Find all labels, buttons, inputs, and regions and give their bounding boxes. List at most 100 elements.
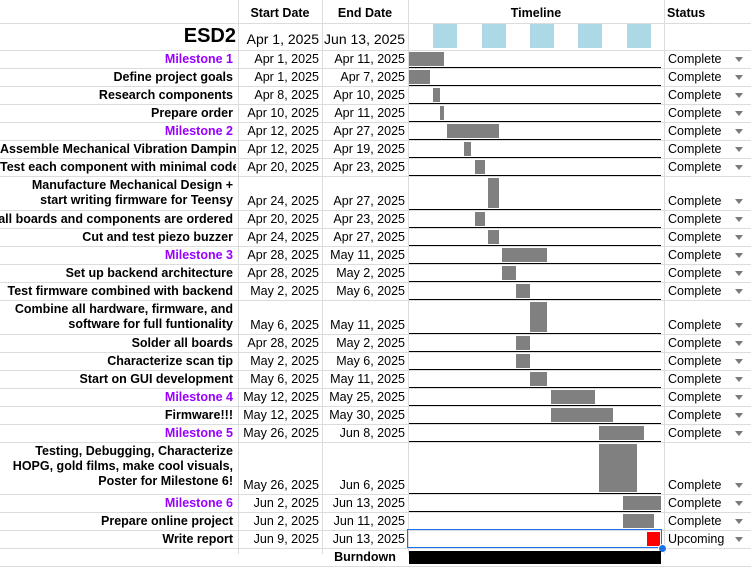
chevron-down-icon[interactable]	[735, 289, 743, 294]
status-dropdown[interactable]: Complete	[665, 336, 751, 350]
status-dropdown[interactable]: Complete	[665, 408, 751, 422]
chevron-down-icon[interactable]	[735, 111, 743, 116]
task-start-date[interactable]: Apr 12, 2025	[247, 124, 319, 138]
status-dropdown[interactable]: Complete	[665, 426, 751, 440]
chevron-down-icon[interactable]	[735, 271, 743, 276]
chevron-down-icon[interactable]	[735, 253, 743, 258]
task-end-date[interactable]: May 11, 2025	[330, 248, 405, 262]
status-dropdown[interactable]: Complete	[665, 212, 751, 226]
task-start-date[interactable]: Apr 1, 2025	[254, 52, 319, 66]
status-dropdown[interactable]: Complete	[665, 354, 751, 368]
task-start-date[interactable]: May 12, 2025	[243, 408, 319, 422]
task-start-date[interactable]: May 6, 2025	[250, 372, 319, 386]
chevron-down-icon[interactable]	[735, 75, 743, 80]
status-dropdown[interactable]: Complete	[665, 478, 751, 492]
status-dropdown[interactable]: Complete	[665, 124, 751, 138]
task-end-date[interactable]: Apr 27, 2025	[333, 124, 405, 138]
task-start-date[interactable]: Apr 28, 2025	[247, 266, 319, 280]
task-end-date[interactable]: May 25, 2025	[329, 390, 405, 404]
status-dropdown[interactable]: Complete	[665, 248, 751, 262]
task-start-date[interactable]: Apr 24, 2025	[247, 230, 319, 244]
task-end-date[interactable]: Apr 10, 2025	[333, 88, 405, 102]
task-end-date[interactable]: Jun 6, 2025	[339, 478, 405, 492]
chevron-down-icon[interactable]	[735, 431, 743, 436]
task-end-date[interactable]: May 2, 2025	[336, 266, 405, 280]
task-end-date[interactable]: Apr 19, 2025	[333, 142, 405, 156]
chevron-down-icon[interactable]	[735, 359, 743, 364]
task-start-date[interactable]: Apr 1, 2025	[254, 70, 319, 84]
selection-handle[interactable]	[658, 544, 667, 553]
task-start-date[interactable]: Apr 12, 2025	[247, 142, 319, 156]
task-end-date[interactable]: Jun 8, 2025	[339, 426, 405, 440]
task-start-date[interactable]: Jun 2, 2025	[253, 496, 319, 510]
chevron-down-icon[interactable]	[735, 413, 743, 418]
chevron-down-icon[interactable]	[735, 519, 743, 524]
task-start-date[interactable]: May 6, 2025	[250, 318, 319, 332]
task-start-date[interactable]: Apr 28, 2025	[247, 336, 319, 350]
task-start-date[interactable]: May 2, 2025	[250, 284, 319, 298]
chevron-down-icon[interactable]	[735, 165, 743, 170]
task-start-date[interactable]: Apr 24, 2025	[247, 194, 319, 208]
task-start-date[interactable]: Jun 9, 2025	[253, 532, 319, 546]
task-end-date[interactable]: May 30, 2025	[329, 408, 405, 422]
task-start-date[interactable]: Apr 20, 2025	[247, 212, 319, 226]
task-end-date[interactable]: Apr 11, 2025	[334, 52, 405, 66]
chevron-down-icon[interactable]	[735, 235, 743, 240]
project-end-date[interactable]: Jun 13, 2025	[324, 31, 405, 47]
chevron-down-icon[interactable]	[735, 341, 743, 346]
status-dropdown[interactable]: Complete	[665, 52, 751, 66]
chevron-down-icon[interactable]	[735, 483, 743, 488]
task-end-date[interactable]: Apr 11, 2025	[334, 106, 405, 120]
status-dropdown[interactable]: Complete	[665, 266, 751, 280]
status-dropdown[interactable]: Complete	[665, 142, 751, 156]
task-end-date[interactable]: Apr 23, 2025	[333, 160, 405, 174]
task-end-date[interactable]: May 6, 2025	[336, 284, 405, 298]
status-dropdown[interactable]: Complete	[665, 160, 751, 174]
status-dropdown[interactable]: Complete	[665, 194, 751, 208]
task-end-date[interactable]: Apr 27, 2025	[333, 230, 405, 244]
task-end-date[interactable]: Jun 13, 2025	[332, 496, 405, 510]
chevron-down-icon[interactable]	[735, 129, 743, 134]
status-dropdown[interactable]: Complete	[665, 70, 751, 84]
task-start-date[interactable]: Apr 10, 2025	[247, 106, 319, 120]
status-dropdown[interactable]: Complete	[665, 106, 751, 120]
chevron-down-icon[interactable]	[735, 93, 743, 98]
task-start-date[interactable]: Apr 8, 2025	[254, 88, 319, 102]
task-end-date[interactable]: Jun 11, 2025	[333, 514, 405, 528]
task-start-date[interactable]: May 26, 2025	[243, 478, 319, 492]
chevron-down-icon[interactable]	[735, 537, 743, 542]
chevron-down-icon[interactable]	[735, 217, 743, 222]
status-dropdown[interactable]: Complete	[665, 284, 751, 298]
task-end-date[interactable]: Jun 13, 2025	[332, 532, 405, 546]
task-start-date[interactable]: Apr 28, 2025	[247, 248, 319, 262]
task-start-date[interactable]: May 26, 2025	[243, 426, 319, 440]
task-end-date[interactable]: May 11, 2025	[330, 372, 405, 386]
status-dropdown[interactable]: Upcoming	[665, 532, 751, 546]
status-dropdown[interactable]: Complete	[665, 514, 751, 528]
status-dropdown[interactable]: Complete	[665, 372, 751, 386]
chevron-down-icon[interactable]	[735, 377, 743, 382]
chevron-down-icon[interactable]	[735, 199, 743, 204]
status-dropdown[interactable]: Complete	[665, 88, 751, 102]
task-start-date[interactable]: Apr 20, 2025	[247, 160, 319, 174]
status-dropdown[interactable]: Complete	[665, 390, 751, 404]
task-end-date[interactable]: May 6, 2025	[336, 354, 405, 368]
task-end-date[interactable]: May 2, 2025	[336, 336, 405, 350]
status-dropdown[interactable]: Complete	[665, 496, 751, 510]
status-dropdown[interactable]: Complete	[665, 318, 751, 332]
status-dropdown[interactable]: Complete	[665, 230, 751, 244]
task-end-date[interactable]: May 11, 2025	[330, 318, 405, 332]
selected-cell[interactable]	[407, 529, 662, 548]
task-start-date[interactable]: Jun 2, 2025	[253, 514, 319, 528]
chevron-down-icon[interactable]	[735, 395, 743, 400]
task-start-date[interactable]: May 2, 2025	[250, 354, 319, 368]
chevron-down-icon[interactable]	[735, 57, 743, 62]
project-start-date[interactable]: Apr 1, 2025	[246, 31, 319, 47]
chevron-down-icon[interactable]	[735, 501, 743, 506]
task-end-date[interactable]: Apr 7, 2025	[340, 70, 405, 84]
task-end-date[interactable]: Apr 27, 2025	[333, 194, 405, 208]
chevron-down-icon[interactable]	[735, 147, 743, 152]
task-end-date[interactable]: Apr 23, 2025	[333, 212, 405, 226]
task-start-date[interactable]: May 12, 2025	[243, 390, 319, 404]
chevron-down-icon[interactable]	[735, 323, 743, 328]
